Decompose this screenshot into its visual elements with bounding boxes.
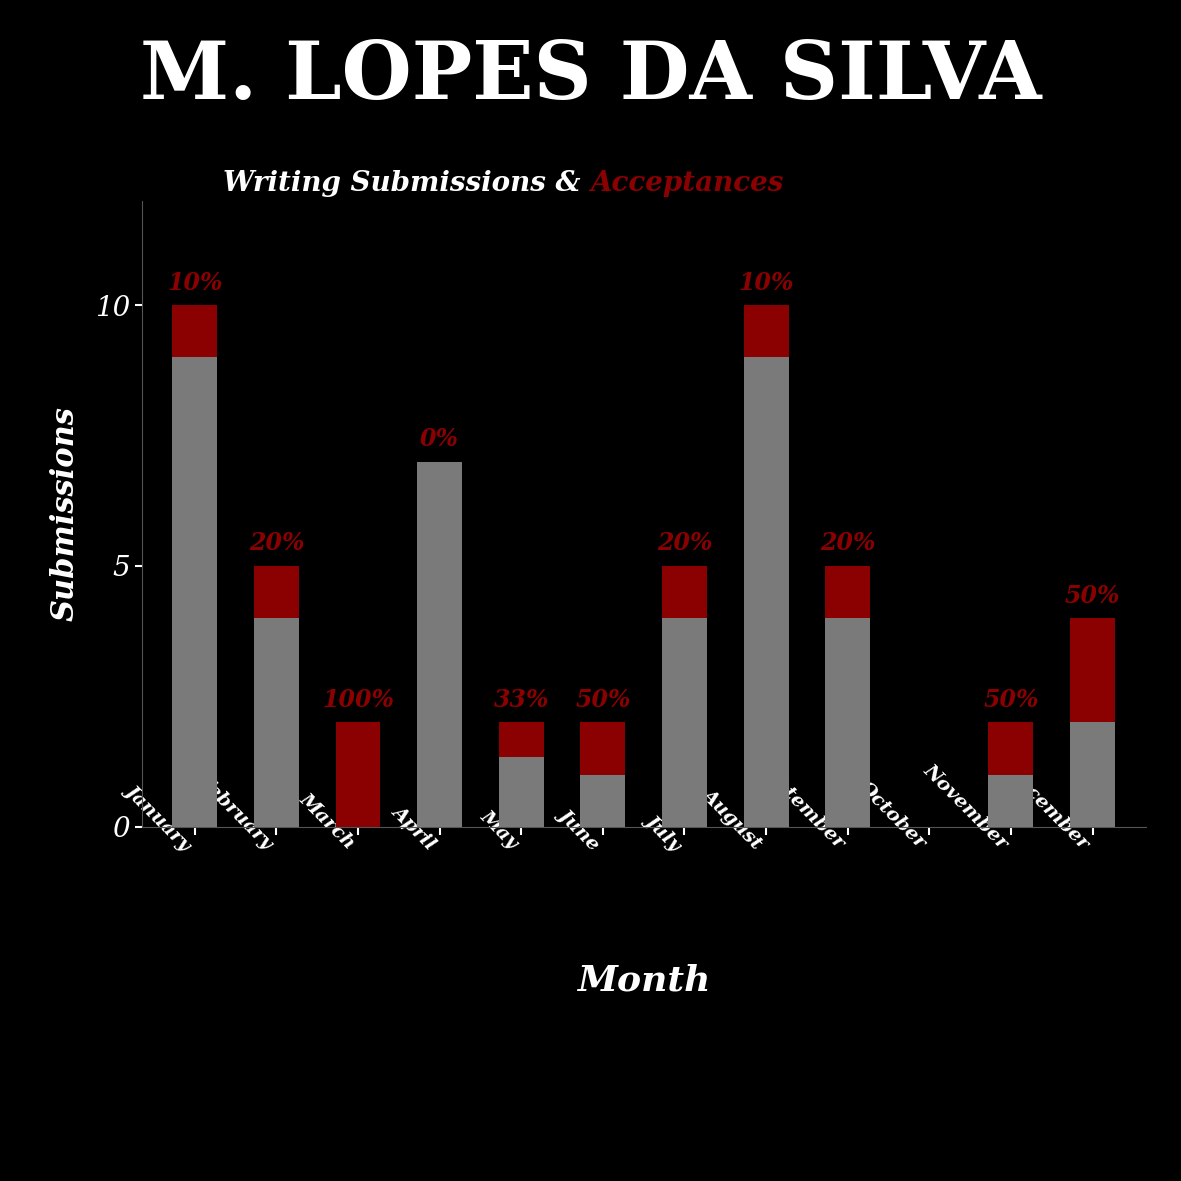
Text: 20%: 20% <box>657 531 712 555</box>
Bar <box>1070 723 1115 827</box>
Text: 50%: 50% <box>983 689 1038 712</box>
Bar <box>254 618 299 827</box>
Text: 50%: 50% <box>575 689 631 712</box>
Bar <box>335 723 380 827</box>
Bar <box>988 723 1033 775</box>
Bar <box>826 566 870 618</box>
Bar <box>663 566 707 618</box>
Text: 100%: 100% <box>322 689 394 712</box>
Text: 10%: 10% <box>167 270 222 295</box>
Bar <box>498 723 543 757</box>
Bar <box>744 305 789 358</box>
Bar <box>744 358 789 827</box>
Text: 0%: 0% <box>420 428 459 451</box>
Text: 20%: 20% <box>249 531 305 555</box>
Bar <box>580 775 625 827</box>
Text: 10%: 10% <box>738 270 794 295</box>
Text: 50%: 50% <box>1065 583 1121 608</box>
Text: 33%: 33% <box>494 689 549 712</box>
Bar <box>988 775 1033 827</box>
Bar <box>663 618 707 827</box>
Text: Acceptances: Acceptances <box>590 170 784 196</box>
Text: Writing Submissions &: Writing Submissions & <box>223 170 590 196</box>
Bar <box>254 566 299 618</box>
Text: M. LOPES DA SILVA: M. LOPES DA SILVA <box>139 38 1042 116</box>
Bar <box>498 757 543 827</box>
Bar <box>172 305 217 358</box>
Text: 20%: 20% <box>820 531 875 555</box>
X-axis label: Month: Month <box>578 964 710 998</box>
Bar <box>417 462 462 827</box>
Bar <box>826 618 870 827</box>
Bar <box>172 358 217 827</box>
Bar <box>580 723 625 775</box>
Y-axis label: Submissions: Submissions <box>50 406 80 621</box>
Bar <box>1070 618 1115 723</box>
